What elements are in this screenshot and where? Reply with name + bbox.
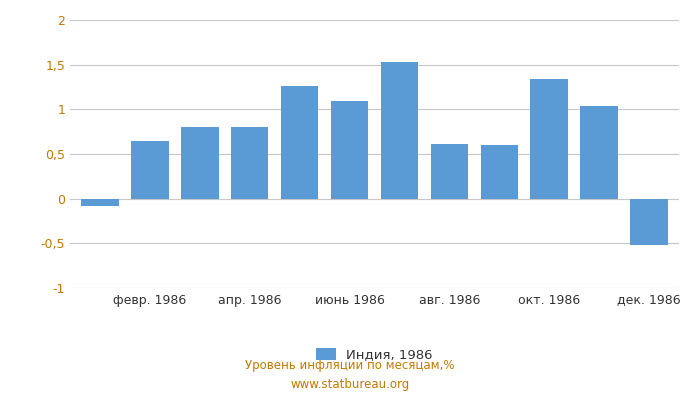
Text: www.statbureau.org: www.statbureau.org	[290, 378, 410, 391]
Bar	[231, 127, 268, 199]
Legend: Индия, 1986: Индия, 1986	[311, 343, 438, 367]
Bar	[580, 106, 618, 199]
Bar	[481, 145, 518, 199]
Bar	[281, 86, 318, 199]
Bar	[381, 62, 418, 199]
Bar	[81, 199, 119, 206]
Text: Уровень инфляции по месяцам,%: Уровень инфляции по месяцам,%	[245, 360, 455, 372]
Bar	[630, 199, 668, 245]
Bar	[430, 144, 468, 199]
Bar	[331, 101, 368, 199]
Bar	[181, 127, 218, 199]
Bar	[131, 142, 169, 199]
Bar	[531, 79, 568, 199]
